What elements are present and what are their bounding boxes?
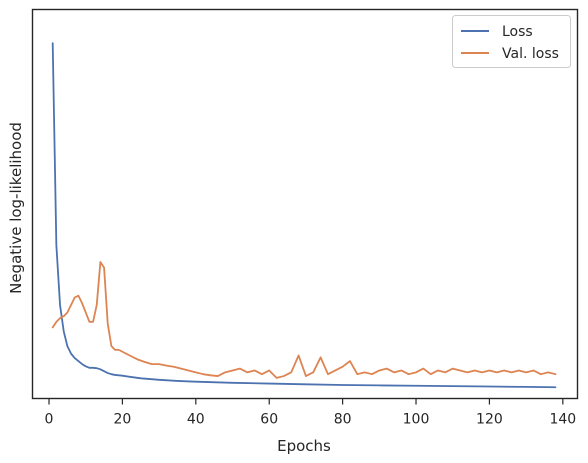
y-axis-label: Negative log-likelihood bbox=[7, 122, 25, 294]
x-axis-ticks: 0 20 40 60 80 100 120 140 bbox=[45, 398, 576, 428]
x-tick-label: 100 bbox=[403, 412, 430, 428]
plot-area bbox=[31, 8, 579, 400]
x-tick-label: 40 bbox=[187, 412, 205, 428]
x-tick-label: 0 bbox=[45, 412, 54, 428]
legend-val-loss-label: Val. loss bbox=[502, 46, 559, 62]
series-layer bbox=[51, 42, 557, 389]
x-tick-label: 120 bbox=[476, 412, 503, 428]
legend-loss-label: Loss bbox=[502, 24, 533, 40]
x-tick-label: 80 bbox=[334, 412, 352, 428]
x-tick-label: 140 bbox=[549, 412, 576, 428]
x-tick-label: 20 bbox=[114, 412, 132, 428]
x-tick-label: 60 bbox=[260, 412, 278, 428]
legend: Loss Val. loss bbox=[452, 15, 571, 68]
x-axis-label: Epochs bbox=[277, 437, 331, 455]
val-loss-series-line bbox=[51, 261, 557, 379]
loss-series-line bbox=[51, 42, 557, 389]
